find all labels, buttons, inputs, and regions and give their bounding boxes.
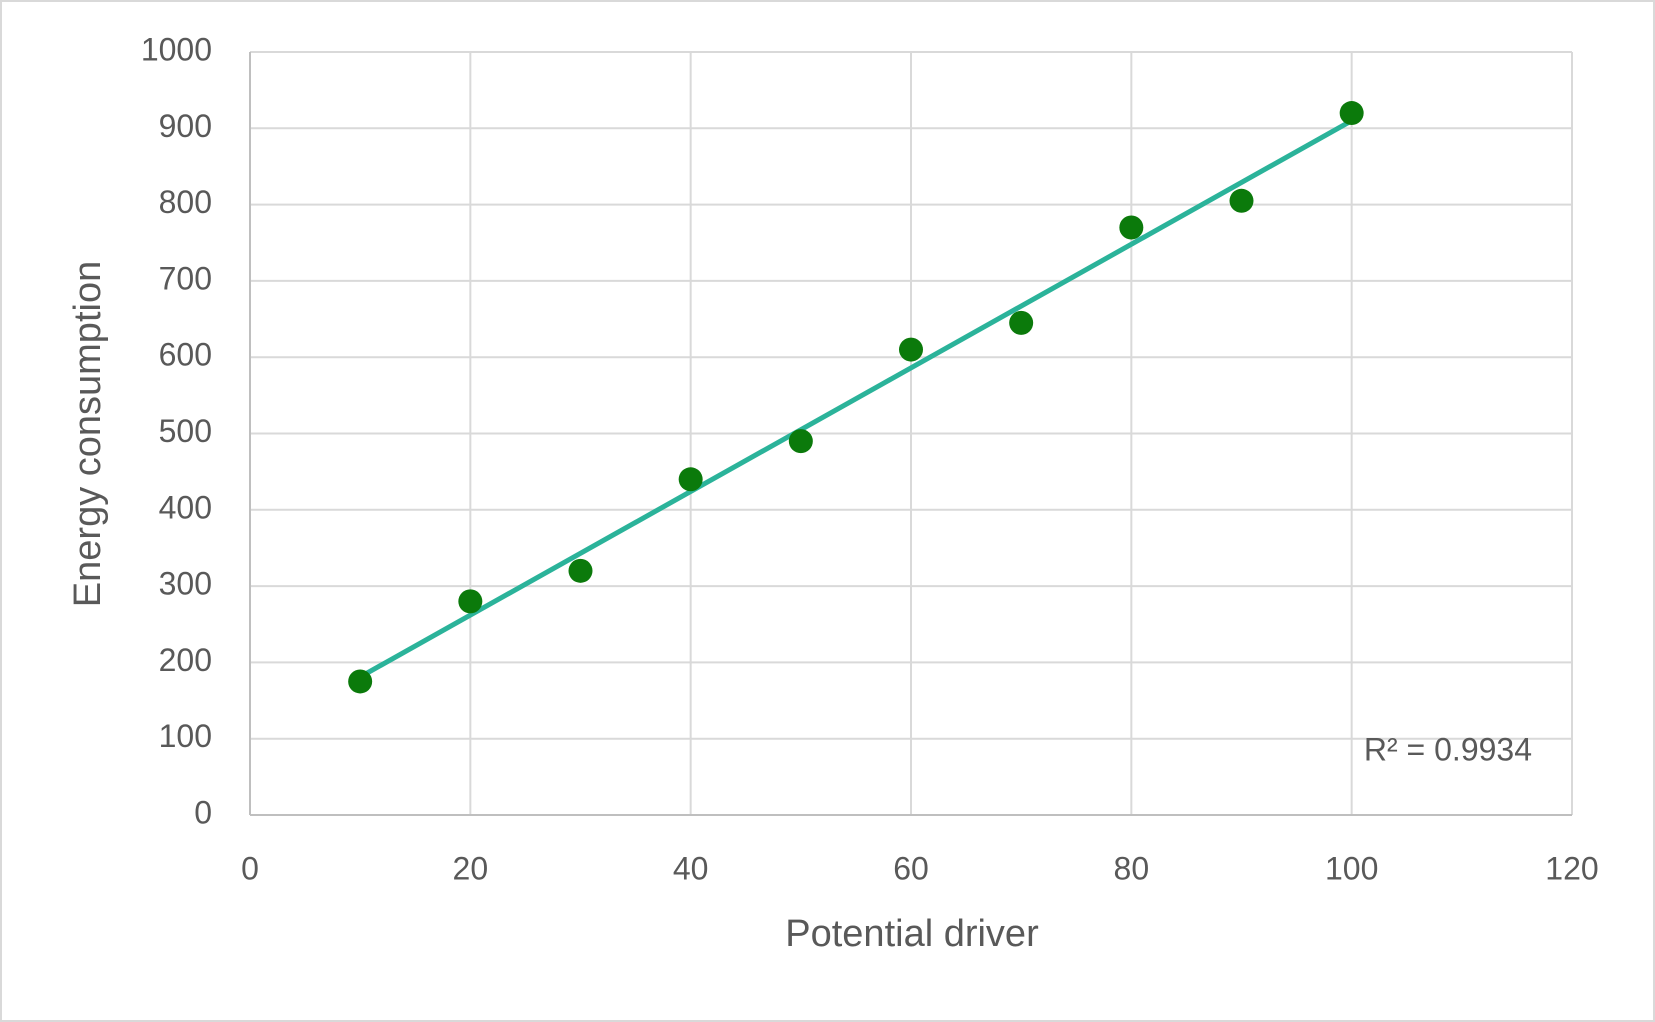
y-tick-label: 1000 <box>141 31 212 67</box>
y-tick-label: 600 <box>159 337 212 373</box>
y-tick-label: 700 <box>159 260 212 296</box>
r-squared-annotation: R² = 0.9934 <box>1364 731 1532 767</box>
y-tick-label: 500 <box>159 413 212 449</box>
y-tick-label: 100 <box>159 718 212 754</box>
point <box>348 669 373 694</box>
trendline <box>358 118 1353 680</box>
x-tick-label: 60 <box>893 850 929 886</box>
point <box>788 429 813 454</box>
x-tick-label: 40 <box>673 850 709 886</box>
y-tick-label: 0 <box>194 794 212 830</box>
x-tick-label: 120 <box>1545 850 1598 886</box>
x-tick-label: 0 <box>241 850 259 886</box>
x-tick-label: 100 <box>1325 850 1378 886</box>
point <box>1339 101 1364 126</box>
x-tick-label: 20 <box>453 850 489 886</box>
y-tick-label: 800 <box>159 184 212 220</box>
point <box>568 558 593 583</box>
y-tick-label: 300 <box>159 566 212 602</box>
y-tick-label: 200 <box>159 642 212 678</box>
x-tick-label: 80 <box>1114 850 1150 886</box>
x-axis-label: Potential driver <box>785 913 1039 955</box>
point <box>458 589 483 614</box>
point <box>678 467 703 492</box>
point <box>1119 215 1144 240</box>
y-tick-label: 900 <box>159 108 212 144</box>
point <box>1229 188 1254 213</box>
point <box>899 337 923 362</box>
point <box>1009 310 1034 335</box>
y-tick-label: 400 <box>159 489 212 525</box>
y-axis-label: Energy consumption <box>67 261 109 607</box>
